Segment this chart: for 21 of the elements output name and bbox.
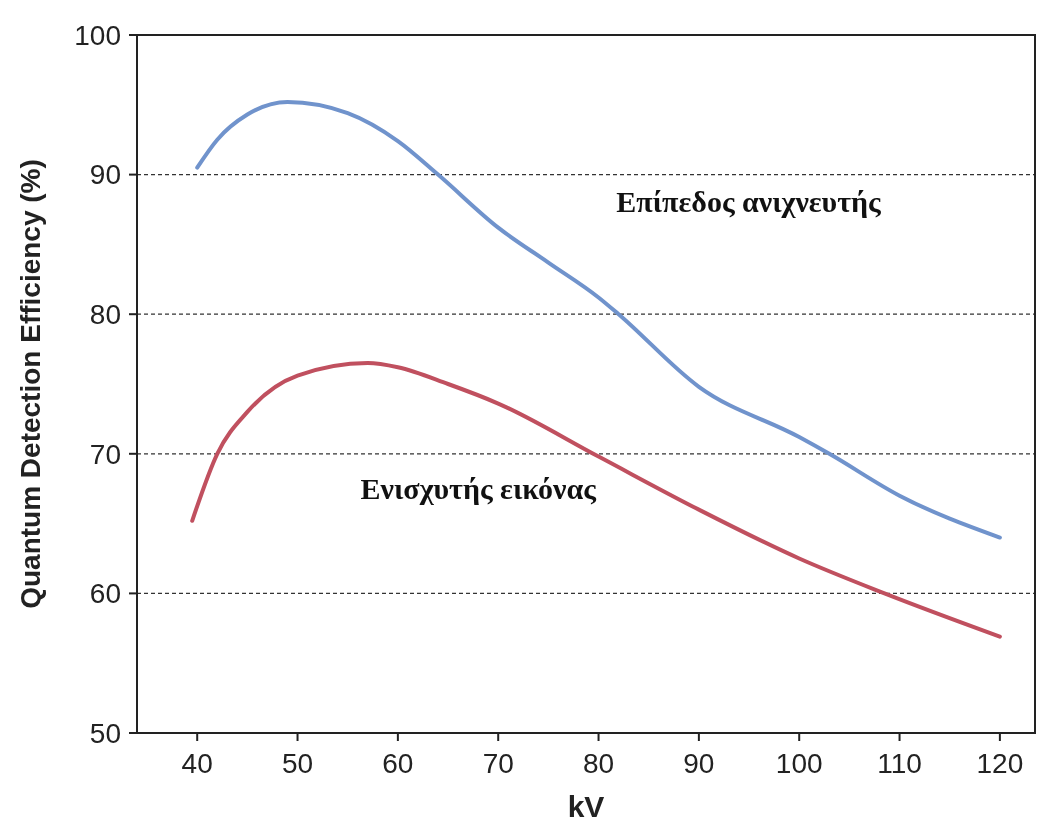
y-tick-label: 50 — [89, 717, 121, 749]
y-tick-label: 60 — [89, 578, 121, 610]
line-series — [195, 100, 1002, 540]
x-tick-label: 110 — [877, 748, 922, 779]
x-tick-label: 40 — [181, 748, 213, 779]
y-axis-title: Quantum Detection Efficiency (%) — [15, 159, 46, 609]
y-tick-label: 70 — [89, 438, 121, 470]
series-label: Ενισχυτής εικόνας — [360, 471, 597, 505]
x-tick-label: 120 — [976, 748, 1024, 779]
line-series — [190, 361, 1002, 639]
text: Επίπεδος ανιχνευτής — [616, 185, 882, 219]
x-tick-label: 80 — [582, 748, 615, 779]
x-tick-label: 90 — [683, 748, 715, 779]
x-tick-label: 50 — [281, 748, 314, 779]
y-tick-label: 90 — [89, 159, 121, 191]
x-tick-label: 60 — [382, 748, 414, 779]
x-tick-label: 100 — [775, 748, 823, 779]
x-axis-title: kV — [567, 790, 605, 823]
x-tick-label: 70 — [482, 748, 514, 779]
y-tick-label: 80 — [89, 299, 121, 330]
y-tick-label: 100 — [74, 19, 121, 51]
